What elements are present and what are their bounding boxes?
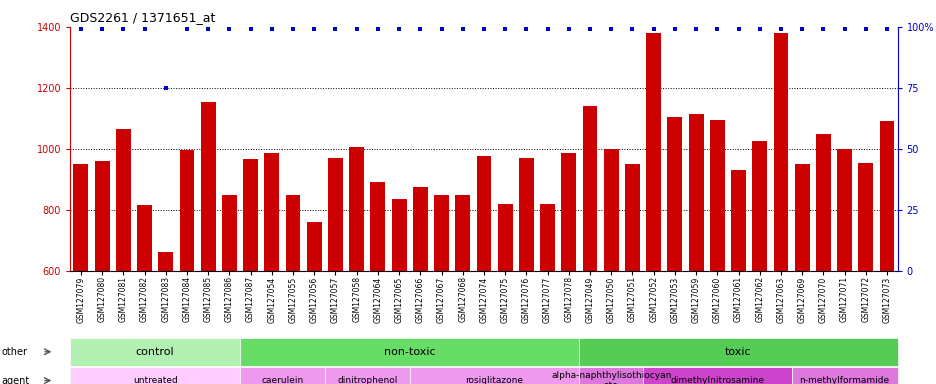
- Text: dimethylnitrosamine: dimethylnitrosamine: [669, 376, 764, 384]
- Bar: [794, 164, 809, 384]
- Bar: [158, 252, 173, 384]
- Text: caerulein: caerulein: [261, 376, 303, 384]
- Bar: [413, 187, 428, 384]
- Bar: [857, 162, 872, 384]
- Bar: [666, 117, 681, 384]
- Bar: [264, 153, 279, 384]
- Bar: [200, 101, 215, 384]
- Bar: [243, 159, 257, 384]
- Bar: [137, 205, 152, 384]
- Bar: [116, 129, 131, 384]
- Bar: [582, 106, 597, 384]
- Bar: [752, 141, 767, 384]
- Bar: [773, 33, 787, 384]
- Bar: [328, 158, 343, 384]
- Bar: [476, 156, 490, 384]
- Bar: [688, 114, 703, 384]
- Bar: [95, 161, 110, 384]
- Bar: [603, 149, 618, 384]
- Bar: [285, 195, 300, 384]
- Text: agent: agent: [2, 376, 30, 384]
- Bar: [815, 134, 830, 384]
- Bar: [306, 222, 321, 384]
- Bar: [836, 149, 851, 384]
- Bar: [646, 33, 661, 384]
- Text: n-methylformamide: n-methylformamide: [798, 376, 888, 384]
- Bar: [519, 158, 534, 384]
- Text: untreated: untreated: [133, 376, 177, 384]
- Text: dinitrophenol: dinitrophenol: [337, 376, 397, 384]
- Bar: [433, 195, 448, 384]
- Text: other: other: [2, 347, 28, 357]
- Bar: [561, 153, 576, 384]
- Text: control: control: [136, 347, 174, 357]
- Text: rosiglitazone: rosiglitazone: [465, 376, 523, 384]
- Bar: [370, 182, 385, 384]
- Bar: [180, 150, 194, 384]
- Text: non-toxic: non-toxic: [384, 347, 435, 357]
- Bar: [455, 195, 470, 384]
- Bar: [879, 121, 894, 384]
- Bar: [391, 199, 406, 384]
- Text: alpha-naphthylisothiocyan
ate: alpha-naphthylisothiocyan ate: [550, 371, 671, 384]
- Bar: [730, 170, 745, 384]
- Bar: [539, 204, 554, 384]
- Bar: [349, 147, 364, 384]
- Bar: [73, 164, 88, 384]
- Text: toxic: toxic: [724, 347, 751, 357]
- Bar: [497, 204, 512, 384]
- Bar: [624, 164, 639, 384]
- Bar: [709, 120, 724, 384]
- Bar: [222, 195, 237, 384]
- Text: GDS2261 / 1371651_at: GDS2261 / 1371651_at: [70, 11, 215, 24]
